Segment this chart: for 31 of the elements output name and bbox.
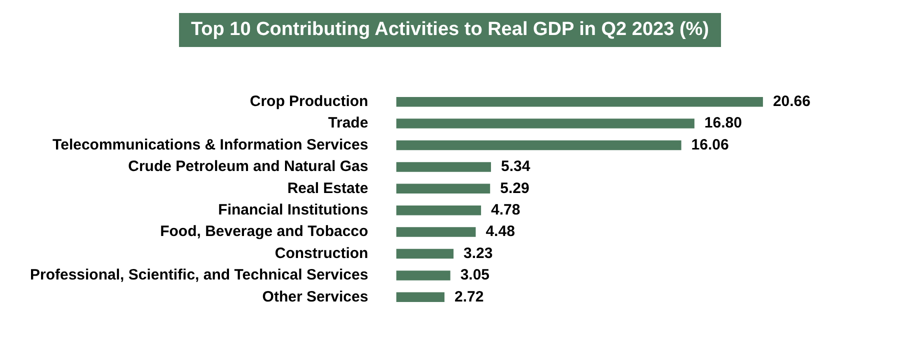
data-label: 20.66 bbox=[772, 92, 810, 110]
bar bbox=[396, 292, 444, 302]
y-tick-label: Professional, Scientific, and Technical Services bbox=[30, 266, 368, 284]
bar bbox=[396, 118, 694, 128]
y-tick-label: Other Services bbox=[262, 288, 368, 306]
y-tick-label: Crop Production bbox=[250, 92, 368, 110]
bar bbox=[396, 248, 454, 259]
y-tick-label: Financial Institutions bbox=[218, 201, 368, 218]
bar bbox=[396, 270, 450, 280]
data-label: 4.48 bbox=[486, 223, 515, 240]
data-label: 5.29 bbox=[500, 180, 530, 197]
data-label: 4.78 bbox=[491, 201, 520, 218]
bar bbox=[396, 162, 491, 172]
y-tick-label: Real Estate bbox=[287, 180, 368, 197]
data-label: 16.06 bbox=[691, 136, 729, 154]
y-tick-label: Telecommunications & Information Services bbox=[52, 136, 368, 154]
bar bbox=[396, 184, 490, 194]
y-tick-label: Crude Petroleum and Natural Gas bbox=[128, 158, 368, 176]
data-label: 3.05 bbox=[460, 266, 490, 284]
bar bbox=[396, 96, 763, 107]
bar bbox=[396, 205, 482, 216]
data-label: 16.80 bbox=[704, 114, 742, 132]
data-label: 5.34 bbox=[500, 158, 531, 176]
y-tick-label: Trade bbox=[328, 114, 368, 132]
bar bbox=[396, 227, 476, 237]
y-tick-label: Construction bbox=[274, 244, 368, 262]
bar bbox=[396, 140, 682, 150]
data-label: 3.23 bbox=[464, 244, 493, 262]
y-tick-label: Food, Beverage and Tobacco bbox=[160, 223, 368, 240]
data-label: 2.72 bbox=[454, 288, 484, 306]
chart-title: Top 10 Contributing Activities to Real GDP in Q2 2023 (%) bbox=[178, 13, 721, 47]
